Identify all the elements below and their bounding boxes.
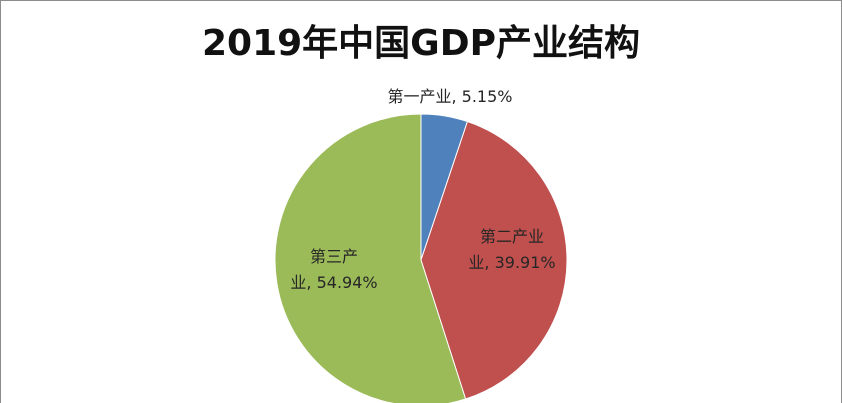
slice-label-1: 第一产业, 5.15%: [387, 87, 512, 106]
pie-slice-3: [274, 113, 467, 403]
slice-label-2: 第二产业业, 39.91%: [468, 227, 555, 272]
slice-label-3: 第三产业, 54.94%: [290, 247, 377, 292]
chart-title: 2019年中国GDP产业结构: [201, 23, 640, 64]
pie-slice-2: [420, 120, 568, 400]
